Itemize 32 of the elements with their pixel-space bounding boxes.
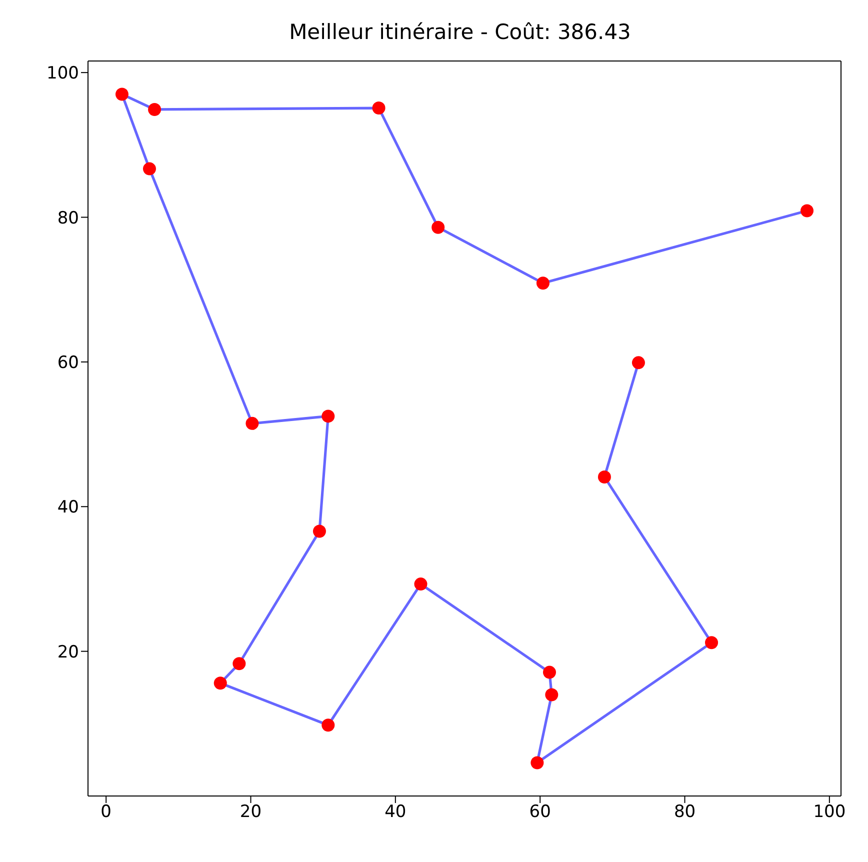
- point: [312, 524, 326, 538]
- point: [232, 657, 246, 670]
- y-tick-label: 60: [57, 352, 79, 373]
- x-tick-label: 20: [240, 802, 262, 822]
- point: [214, 676, 227, 690]
- point: [632, 356, 645, 370]
- x-tick-label: 80: [674, 802, 696, 822]
- y-tick-label: 20: [57, 642, 79, 662]
- point: [372, 102, 386, 115]
- point: [530, 756, 544, 770]
- point: [246, 416, 259, 430]
- point: [414, 578, 428, 591]
- y-tick-label: 80: [57, 208, 79, 228]
- y-tick-label: 100: [46, 64, 79, 84]
- x-tick-label: 100: [813, 802, 846, 822]
- point: [322, 410, 335, 423]
- y-tick-label: 40: [57, 498, 79, 518]
- point: [598, 470, 611, 484]
- point: [142, 162, 156, 176]
- point: [542, 666, 556, 679]
- point: [705, 636, 718, 650]
- x-tick-label: 0: [100, 802, 112, 822]
- x-tick-label: 40: [384, 802, 406, 822]
- point: [322, 718, 335, 732]
- point: [800, 204, 814, 218]
- point: [536, 276, 550, 290]
- point: [148, 102, 162, 116]
- point: [432, 220, 445, 234]
- chart-title: Meilleur itinéraire - Coût: 386.43: [288, 19, 632, 46]
- x-tick-label: 60: [529, 802, 551, 822]
- point: [545, 688, 558, 702]
- point: [115, 88, 128, 101]
